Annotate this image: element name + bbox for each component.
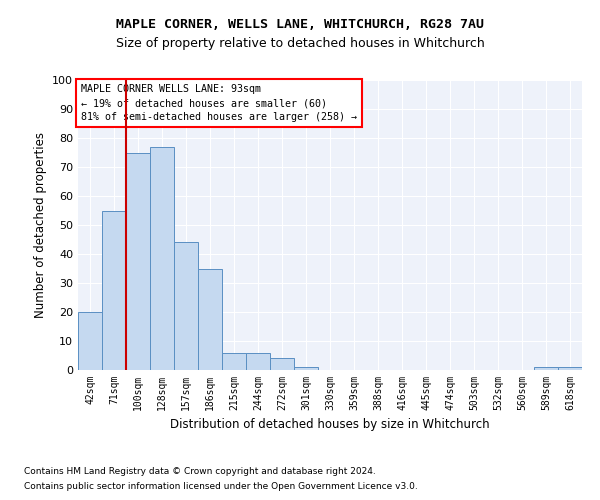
Bar [150, 146, 174, 370]
Bar [558, 367, 582, 370]
Bar [270, 358, 294, 370]
Text: MAPLE CORNER WELLS LANE: 93sqm
← 19% of detached houses are smaller (60)
81% of : MAPLE CORNER WELLS LANE: 93sqm ← 19% of … [80, 84, 356, 122]
X-axis label: Distribution of detached houses by size in Whitchurch: Distribution of detached houses by size … [170, 418, 490, 432]
Bar [78, 312, 102, 370]
Text: Contains HM Land Registry data © Crown copyright and database right 2024.: Contains HM Land Registry data © Crown c… [24, 467, 376, 476]
Text: Contains public sector information licensed under the Open Government Licence v3: Contains public sector information licen… [24, 482, 418, 491]
Bar [102, 210, 126, 370]
Bar [294, 367, 318, 370]
Text: Size of property relative to detached houses in Whitchurch: Size of property relative to detached ho… [116, 38, 484, 51]
Bar [246, 352, 270, 370]
Bar [534, 367, 558, 370]
Bar [198, 268, 222, 370]
Bar [222, 352, 246, 370]
Bar [126, 152, 150, 370]
Text: MAPLE CORNER, WELLS LANE, WHITCHURCH, RG28 7AU: MAPLE CORNER, WELLS LANE, WHITCHURCH, RG… [116, 18, 484, 30]
Y-axis label: Number of detached properties: Number of detached properties [34, 132, 47, 318]
Bar [174, 242, 198, 370]
